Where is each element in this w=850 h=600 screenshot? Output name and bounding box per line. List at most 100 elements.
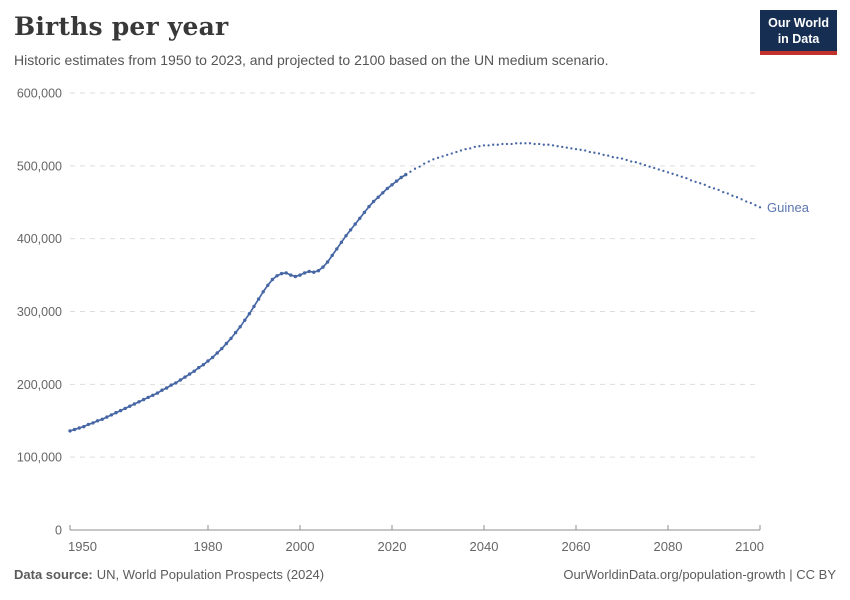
owid-link[interactable]: OurWorldinData.org/population-growth | C… [563, 567, 836, 582]
data-point [118, 408, 123, 413]
projection-dot [524, 142, 527, 145]
projection-dot [602, 153, 605, 157]
y-gridlines [70, 92, 760, 458]
projection-dot [666, 171, 670, 174]
projection-dot [432, 158, 435, 161]
x-tick-label: 1980 [194, 539, 223, 554]
projection-dot [634, 161, 637, 164]
projection-dot [657, 168, 660, 171]
projection-dot [473, 145, 476, 149]
data-point [307, 269, 311, 274]
projection-dot [625, 158, 628, 162]
data-point [385, 186, 390, 191]
projection-dot [712, 187, 716, 190]
y-axis-labels: 0 100,000 200,000 300,000 400,000 500,000 600,… [17, 87, 62, 538]
chart-subtitle: Historic estimates from 1950 to 2023, an… [14, 52, 609, 68]
y-tick-label: 200,000 [17, 378, 62, 392]
data-point [275, 274, 279, 278]
data-point [279, 271, 284, 276]
projection-dot [427, 160, 430, 163]
data-point [82, 424, 86, 429]
y-tick-label: 500,000 [17, 159, 62, 173]
y-tick-label: 0 [55, 524, 62, 538]
data-point [174, 381, 178, 385]
data-point [367, 204, 371, 209]
projection-dot [413, 167, 417, 170]
projection-dot [662, 169, 665, 173]
projection-dot [469, 147, 472, 150]
data-point [270, 277, 275, 282]
data-point [72, 427, 77, 432]
data-point [293, 274, 298, 279]
data-point [339, 240, 344, 244]
projection-dot [505, 142, 509, 146]
data-point [197, 365, 201, 370]
data-point [238, 325, 242, 329]
projection-dot [551, 144, 555, 147]
owid-logo[interactable]: Our World in Data [760, 10, 837, 56]
data-point [256, 297, 261, 301]
data-point [298, 273, 302, 277]
data-source-text: UN, World Population Prospects (2024) [96, 567, 325, 582]
projection-dot [588, 150, 591, 154]
data-point [91, 421, 95, 425]
projection-dot [648, 165, 651, 168]
data-point [266, 283, 270, 287]
projection-dot [749, 201, 752, 205]
projection-dot [450, 152, 453, 155]
projection-dot [533, 142, 536, 146]
data-point [353, 222, 357, 226]
projection-dot [745, 200, 748, 203]
data-point [229, 336, 233, 341]
projection-dot [441, 155, 444, 158]
data-point [289, 273, 293, 277]
projection-dot [689, 179, 693, 182]
data-point [358, 216, 362, 220]
data-point [371, 199, 376, 204]
data-point [220, 346, 224, 351]
data-point [187, 372, 192, 376]
data-point [77, 426, 81, 430]
projection-dot [579, 148, 582, 151]
projection-dot [653, 166, 656, 170]
historic-series [68, 172, 408, 433]
x-tick-label: 2040 [470, 539, 499, 554]
data-point [233, 330, 238, 335]
projection-dot [464, 147, 467, 151]
projection-dot [570, 147, 573, 150]
data-point [132, 402, 137, 406]
chart-footer: Data source: UN, World Population Prospec… [14, 567, 836, 582]
y-tick-label: 400,000 [17, 232, 62, 246]
data-point [344, 234, 348, 238]
projection-dot [616, 156, 619, 159]
projection-dot [607, 154, 610, 157]
data-point [381, 191, 385, 195]
projection-dot [685, 177, 688, 180]
projection-dot [708, 185, 711, 189]
projection-dot [459, 149, 463, 152]
data-point [105, 415, 109, 419]
data-point [325, 260, 330, 264]
projection-dot [726, 192, 729, 195]
data-point [252, 304, 256, 309]
projection-dot [519, 142, 522, 145]
data-point [169, 383, 173, 387]
projection-dot [643, 163, 647, 167]
projection-dot [717, 188, 720, 192]
projection-dot [740, 198, 743, 201]
projection-series [404, 142, 762, 209]
projection-dot [722, 190, 725, 194]
data-point [95, 419, 100, 423]
x-tick-label: 2100 [735, 539, 764, 554]
projection-dot [418, 165, 421, 168]
projection-dot [630, 160, 633, 163]
x-tick-label: 1950 [68, 539, 97, 554]
data-point [192, 369, 196, 373]
projection-dot [703, 183, 706, 186]
projection-dot [510, 142, 513, 146]
x-axis [69, 525, 761, 531]
projection-dot [639, 162, 642, 165]
data-point [210, 355, 215, 360]
